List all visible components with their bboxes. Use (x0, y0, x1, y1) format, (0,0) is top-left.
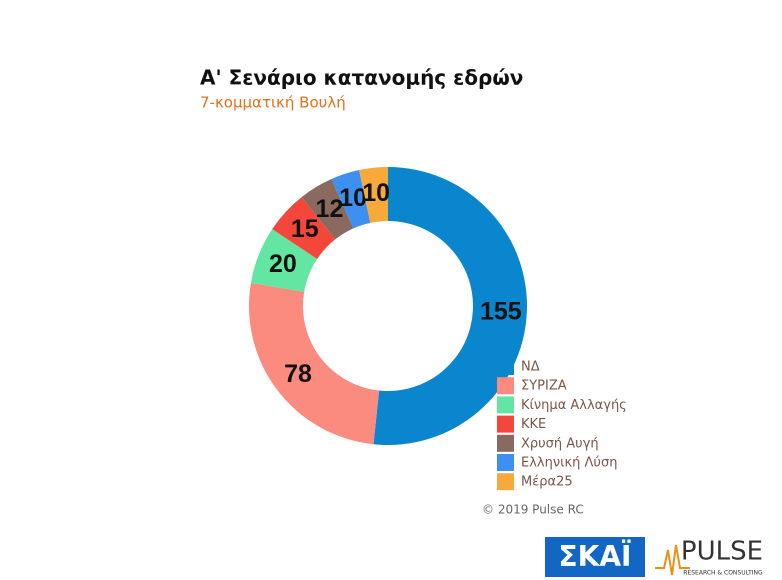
legend-swatch (497, 473, 514, 491)
legend-swatch (497, 358, 514, 375)
chart-title: Α' Σενάριο κατανομής εδρών (200, 66, 523, 90)
skai-text: ΣΚΑΪ (559, 539, 632, 573)
donut-slice (373, 167, 527, 445)
legend-label: ΣΥΡΙΖΑ (521, 379, 567, 394)
legend-label: ΚΚΕ (521, 417, 546, 432)
donut-slice (301, 179, 354, 240)
chart-subtitle: 7-κομματική Βουλή (200, 94, 346, 112)
donut-slice (272, 197, 336, 259)
pulse-logo: PULSE RESEARCH & CONSULTING (655, 537, 763, 577)
legend-label: Ελληνική Λύση (521, 456, 617, 471)
data-label: 15 (291, 215, 319, 243)
legend-swatch (497, 434, 514, 452)
legend-label: Κίνημα Αλλαγής (521, 398, 627, 413)
pulse-text: PULSE (681, 537, 763, 567)
pulse-wave (655, 544, 690, 576)
legend-swatch (497, 415, 514, 433)
pulse-tagline: RESEARCH & CONSULTING (683, 570, 763, 577)
data-label: 20 (269, 250, 297, 278)
data-label: 10 (339, 184, 367, 212)
legend-label: Μέρα25 (521, 475, 573, 490)
legend-swatch (497, 454, 514, 471)
data-label: 12 (316, 195, 344, 223)
donut-slice (250, 229, 318, 292)
data-label: 78 (284, 360, 312, 388)
legend-swatch (497, 396, 514, 414)
data-label: 155 (480, 298, 522, 326)
legend-label: ΝΔ (521, 360, 540, 375)
legend-swatch (497, 377, 514, 395)
donut-slice (331, 170, 371, 229)
skai-box (545, 537, 645, 577)
data-label: 10 (362, 179, 390, 207)
legend-label: Χρυσή Αυγή (521, 436, 599, 451)
source: © 2019 Pulse RC (482, 503, 584, 517)
donut-slice (359, 167, 388, 223)
skai-logo: ΣΚΑΪ (545, 537, 645, 577)
donut-slice (248, 282, 380, 445)
